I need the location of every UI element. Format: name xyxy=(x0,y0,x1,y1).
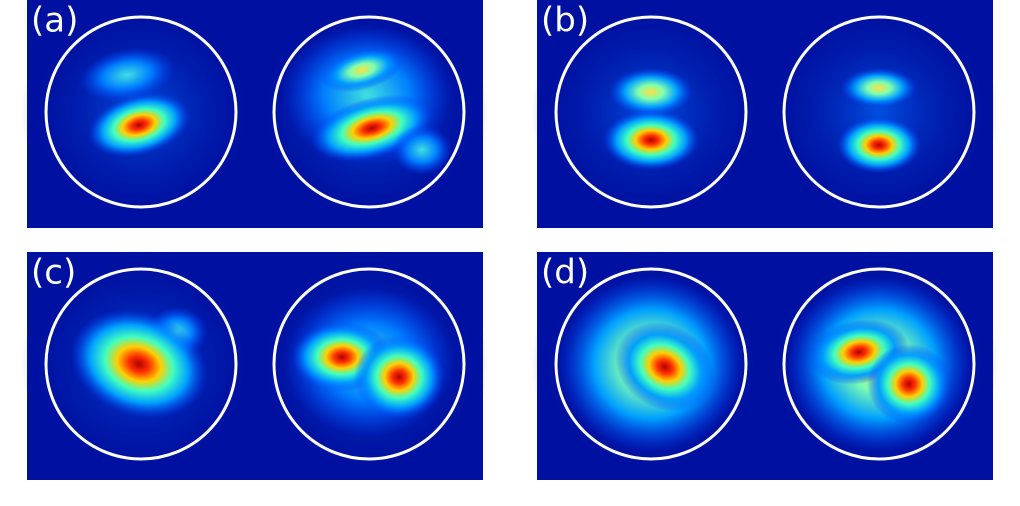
intensity-blob xyxy=(321,47,403,93)
aperture-circle xyxy=(272,267,466,461)
panel: (d) xyxy=(531,249,999,480)
panel: (c) xyxy=(21,249,489,480)
aperture-circle xyxy=(782,15,976,209)
glow xyxy=(759,0,999,227)
aperture-circle xyxy=(782,267,976,461)
panel-label: (a) xyxy=(31,1,78,41)
intensity-blob xyxy=(603,110,699,170)
aperture-circle xyxy=(554,15,748,209)
aperture-circle xyxy=(554,267,748,461)
intensity-blob xyxy=(70,309,208,419)
panel-label: (d) xyxy=(541,253,589,293)
intensity-blob xyxy=(392,125,452,175)
intensity-blob xyxy=(609,68,693,116)
panel: (a) xyxy=(21,0,489,228)
intensity-blob xyxy=(354,335,444,419)
panel: (b) xyxy=(531,0,999,228)
aperture-circle xyxy=(272,15,466,209)
aperture-circle xyxy=(44,15,238,209)
intensity-blob xyxy=(841,68,917,108)
intensity-blob xyxy=(837,117,921,173)
intensity-blob xyxy=(615,322,715,412)
intensity-blob xyxy=(88,93,190,157)
aperture-circle xyxy=(44,267,238,461)
intensity-blob xyxy=(79,48,175,102)
panel-label: (c) xyxy=(31,253,76,293)
intensity-blob xyxy=(867,344,951,424)
panel-label: (b) xyxy=(541,1,589,41)
